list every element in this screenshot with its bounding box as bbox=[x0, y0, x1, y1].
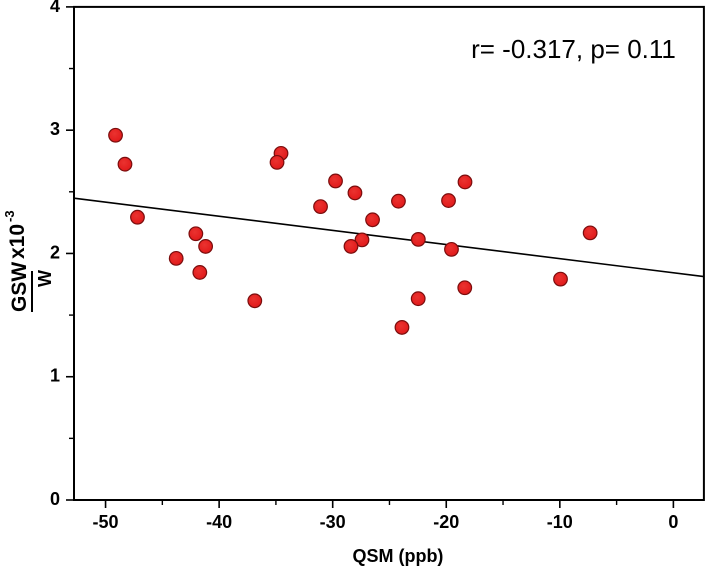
svg-text:-50: -50 bbox=[93, 512, 119, 532]
svg-text:4: 4 bbox=[50, 0, 60, 16]
svg-text:3: 3 bbox=[50, 119, 60, 139]
svg-text:-30: -30 bbox=[320, 512, 346, 532]
svg-text:r= -0.317, p= 0.11: r= -0.317, p= 0.11 bbox=[471, 34, 676, 64]
svg-text:x10: x10 bbox=[6, 224, 29, 259]
svg-text:-10: -10 bbox=[547, 512, 573, 532]
svg-text:1: 1 bbox=[50, 366, 60, 386]
svg-text:2: 2 bbox=[50, 242, 60, 262]
svg-text:0: 0 bbox=[50, 489, 60, 509]
svg-text:-3: -3 bbox=[2, 210, 17, 222]
svg-text:-40: -40 bbox=[206, 512, 232, 532]
svg-text:W: W bbox=[35, 270, 55, 287]
svg-text:GSW: GSW bbox=[8, 262, 31, 312]
svg-text:0: 0 bbox=[668, 512, 678, 532]
svg-text:-20: -20 bbox=[433, 512, 459, 532]
